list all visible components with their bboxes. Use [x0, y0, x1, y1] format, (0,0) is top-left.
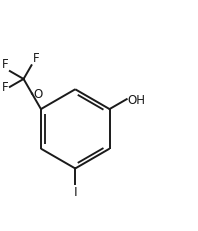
Text: F: F [2, 58, 9, 71]
Text: I: I [73, 185, 77, 198]
Text: O: O [33, 88, 42, 101]
Text: F: F [32, 52, 39, 65]
Text: F: F [2, 81, 9, 94]
Text: OH: OH [128, 93, 146, 106]
